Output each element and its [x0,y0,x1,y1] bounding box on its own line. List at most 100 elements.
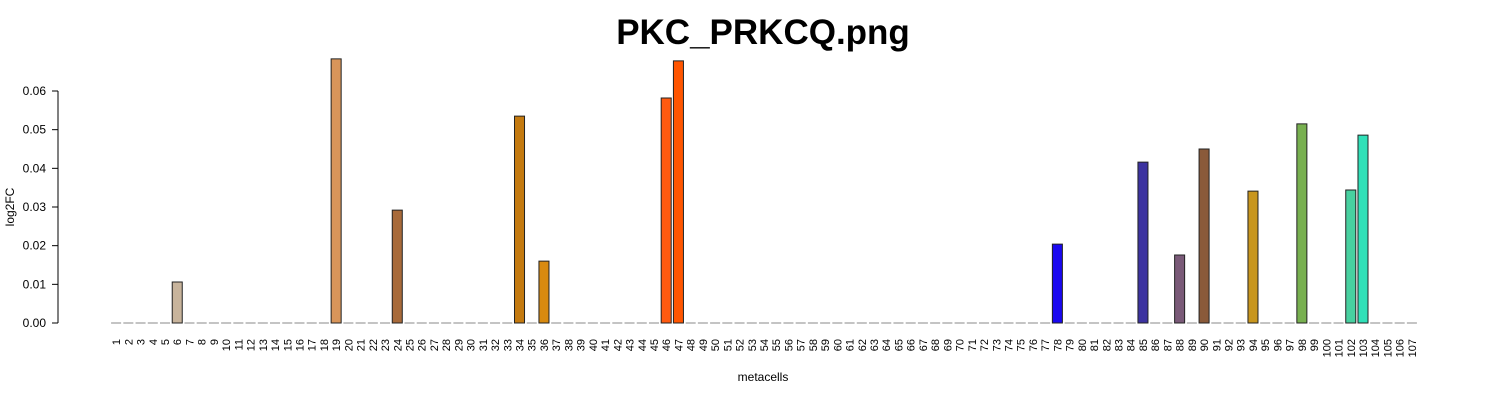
x-tick-label: 84 [1126,339,1138,351]
x-tick-label: 71 [967,339,979,351]
x-tick-label: 23 [380,339,392,351]
x-tick-label: 44 [637,339,649,351]
x-tick-label: 5 [160,339,172,345]
x-tick-label: 10 [221,339,233,351]
bar [660,97,672,324]
x-tick-label: 34 [515,339,527,351]
x-tick-label: 63 [869,339,881,351]
x-tick-label: 60 [832,339,844,351]
bar [538,260,550,324]
x-tick-label: 26 [417,339,429,351]
x-tick-label: 88 [1175,339,1187,351]
x-tick-label: 22 [368,339,380,351]
x-tick-label: 98 [1297,339,1309,351]
chart-title: PKC_PRKCQ.png [616,13,910,52]
y-tick-label: 0.05 [23,123,47,137]
x-tick-label: 66 [906,339,918,351]
bar [330,58,342,324]
y-tick-label: 0.02 [23,239,47,253]
x-tick-label: 105 [1382,339,1394,357]
y-tick-label: 0.01 [23,277,47,291]
x-tick-label: 43 [625,339,637,351]
x-tick-label: 76 [1028,339,1040,351]
x-tick-label: 13 [258,339,270,351]
x-tick-label: 54 [759,339,771,351]
x-tick-label: 68 [930,339,942,351]
bar [1357,134,1369,324]
x-tick-label: 58 [808,339,820,351]
x-tick-label: 21 [356,339,368,351]
x-tick-label: 87 [1162,339,1174,351]
x-tick-label: 18 [319,339,331,351]
x-tick-label: 52 [735,339,747,351]
x-axis-label: metacells [738,370,789,384]
x-tick-label: 82 [1101,339,1113,351]
x-tick-label: 59 [820,339,832,351]
x-tick-label: 90 [1199,339,1211,351]
x-tick-label: 64 [881,339,893,351]
x-tick-label: 9 [209,339,221,345]
x-tick-label: 80 [1077,339,1089,351]
x-tick-label: 4 [148,339,160,345]
x-tick-label: 6 [172,339,184,345]
x-tick-label: 48 [686,339,698,351]
x-tick-label: 25 [404,339,416,351]
y-axis-label: log2FC [3,187,17,226]
y-tick-label: 0.04 [23,161,47,175]
x-tick-label: 37 [551,339,563,351]
x-tick-label: 83 [1114,339,1126,351]
bar [171,281,183,324]
x-tick-label: 81 [1089,339,1101,351]
x-tick-label: 16 [294,339,306,351]
bar [672,60,684,324]
x-tick-label: 77 [1040,339,1052,351]
x-tick-label: 50 [710,339,722,351]
x-tick-label: 46 [661,339,673,351]
x-tick-label: 89 [1187,339,1199,351]
x-tick-label: 24 [392,339,404,351]
y-tick-label: 0.06 [23,84,47,98]
x-tick-label: 62 [857,339,869,351]
bar [1051,243,1063,324]
x-tick-label: 32 [490,339,502,351]
x-tick-label: 53 [747,339,759,351]
x-tick-label: 47 [673,339,685,351]
x-tick-label: 12 [246,339,258,351]
bar [514,115,526,324]
x-tick-label: 31 [478,339,490,351]
bar [1174,254,1186,324]
x-tick-label: 29 [453,339,465,351]
x-tick-label: 28 [441,339,453,351]
x-tick-label: 92 [1224,339,1236,351]
bar [1296,123,1308,324]
x-tick-label: 106 [1395,339,1407,357]
x-tick-label: 49 [698,339,710,351]
x-tick-label: 104 [1370,339,1382,357]
y-tick-label: 0.03 [23,200,47,214]
x-tick-label: 70 [955,339,967,351]
x-tick-label: 101 [1334,339,1346,357]
x-tick-label: 94 [1248,339,1260,351]
x-tick-label: 15 [282,339,294,351]
x-tick-label: 107 [1407,339,1419,357]
x-tick-label: 103 [1358,339,1370,357]
x-tick-label: 17 [307,339,319,351]
x-tick-label: 8 [197,339,209,345]
x-tick-label: 42 [612,339,624,351]
x-tick-label: 3 [136,339,148,345]
x-tick-label: 102 [1346,339,1358,357]
x-tick-label: 14 [270,339,282,351]
x-tick-label: 7 [184,339,196,345]
bar [391,209,403,324]
x-tick-label: 97 [1285,339,1297,351]
x-tick-label: 65 [893,339,905,351]
x-tick-label: 30 [466,339,478,351]
x-tick-label: 72 [979,339,991,351]
x-tick-label: 35 [527,339,539,351]
x-tick-label: 39 [576,339,588,351]
x-tick-label: 61 [845,339,857,351]
x-tick-label: 38 [563,339,575,351]
x-tick-label: 40 [588,339,600,351]
x-tick-label: 74 [1003,339,1015,351]
